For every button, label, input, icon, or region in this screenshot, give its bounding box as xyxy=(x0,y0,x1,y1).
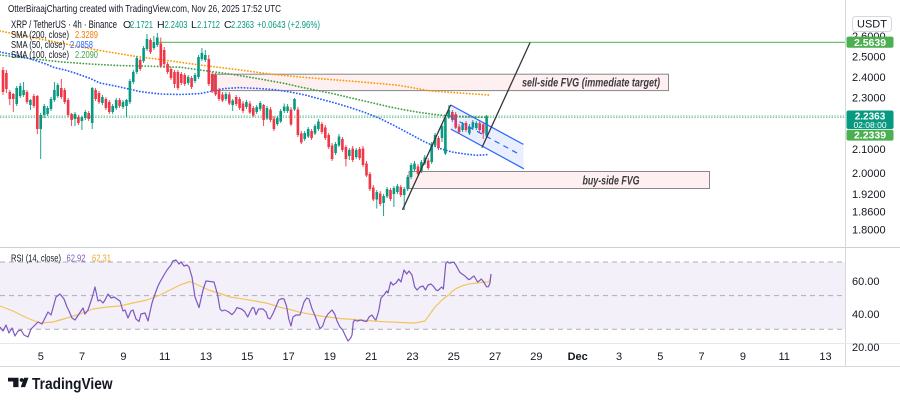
svg-text:62.92: 62.92 xyxy=(67,253,86,265)
svg-text:1.8000: 1.8000 xyxy=(852,225,886,237)
svg-text:19: 19 xyxy=(324,351,336,363)
svg-text:1.9200: 1.9200 xyxy=(852,189,886,201)
svg-text:SMA (200, close): SMA (200, close) xyxy=(11,29,69,41)
svg-text:XRP / TetherUS · 4h · Binance: XRP / TetherUS · 4h · Binance xyxy=(11,19,117,31)
svg-text:2.2339: 2.2339 xyxy=(854,130,886,142)
svg-text:2.4000: 2.4000 xyxy=(852,72,886,84)
svg-text:29: 29 xyxy=(530,351,542,363)
svg-text:TradingView: TradingView xyxy=(32,376,113,393)
svg-text:2.1000: 2.1000 xyxy=(852,144,886,156)
svg-text:5: 5 xyxy=(657,351,663,363)
svg-text:2.5639: 2.5639 xyxy=(854,37,886,49)
svg-text:2.2363: 2.2363 xyxy=(855,112,886,123)
svg-text:9: 9 xyxy=(120,351,126,363)
svg-text:15: 15 xyxy=(241,351,253,363)
svg-text:20.00: 20.00 xyxy=(852,342,880,354)
svg-text:2.0858: 2.0858 xyxy=(70,39,93,51)
svg-text:sell-side FVG (immediate targe: sell-side FVG (immediate target) xyxy=(522,78,660,90)
svg-text:USDT: USDT xyxy=(857,19,887,31)
svg-text:2.2363: 2.2363 xyxy=(231,19,254,31)
svg-text:OtterBiraajCharting created wi: OtterBiraajCharting created with Trading… xyxy=(8,3,281,15)
svg-text:40.00: 40.00 xyxy=(852,309,880,321)
svg-text:SMA (50, close): SMA (50, close) xyxy=(11,39,65,51)
svg-text:13: 13 xyxy=(200,351,212,363)
svg-text:2.1712: 2.1712 xyxy=(197,19,220,31)
svg-text:2.5000: 2.5000 xyxy=(852,51,886,63)
svg-text:2.3289: 2.3289 xyxy=(75,29,98,41)
svg-text:11: 11 xyxy=(778,351,789,363)
svg-text:L: L xyxy=(191,19,197,31)
svg-text:2.2090: 2.2090 xyxy=(75,49,98,61)
svg-text:02:08:00: 02:08:00 xyxy=(853,120,886,130)
svg-text:2.0000: 2.0000 xyxy=(852,168,886,180)
svg-text:7: 7 xyxy=(79,351,85,363)
svg-text:11: 11 xyxy=(159,351,170,363)
svg-text:2.1721: 2.1721 xyxy=(130,19,153,31)
svg-text:H: H xyxy=(157,19,165,31)
svg-text:O: O xyxy=(123,19,131,31)
svg-text:17: 17 xyxy=(282,351,294,363)
svg-text:60.00: 60.00 xyxy=(852,276,880,288)
svg-text:21: 21 xyxy=(365,351,377,363)
svg-text:C: C xyxy=(224,19,232,31)
svg-text:SMA (100, close): SMA (100, close) xyxy=(11,49,69,61)
svg-text:23: 23 xyxy=(406,351,418,363)
svg-text:13: 13 xyxy=(819,351,831,363)
svg-text:RSI (14, close): RSI (14, close) xyxy=(11,253,61,265)
svg-text:2.3000: 2.3000 xyxy=(852,93,886,105)
svg-text:+0.0643 (+2.96%): +0.0643 (+2.96%) xyxy=(257,19,320,31)
svg-text:27: 27 xyxy=(489,351,501,363)
svg-text:62.31: 62.31 xyxy=(92,253,111,265)
svg-text:9: 9 xyxy=(740,351,746,363)
svg-text:3: 3 xyxy=(616,351,622,363)
svg-text:Dec: Dec xyxy=(568,351,588,363)
svg-text:2.2403: 2.2403 xyxy=(165,19,188,31)
svg-text:1.8600: 1.8600 xyxy=(852,207,886,219)
svg-text:buy-side FVG: buy-side FVG xyxy=(583,175,640,187)
svg-text:7: 7 xyxy=(699,351,705,363)
svg-text:5: 5 xyxy=(38,351,44,363)
svg-text:25: 25 xyxy=(448,351,460,363)
